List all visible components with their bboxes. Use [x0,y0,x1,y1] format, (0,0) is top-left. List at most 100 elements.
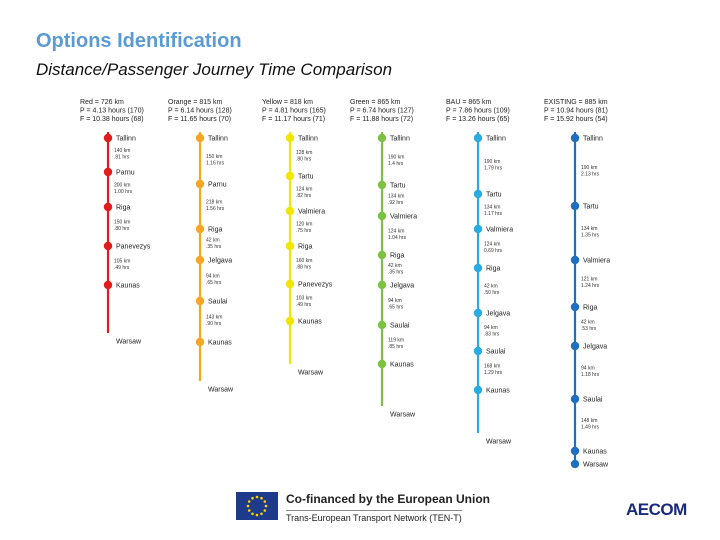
station-label-kaunas: Kaunas [116,283,140,290]
station-node-panevezys [103,241,113,251]
station-node-tartu [473,189,483,199]
station-label-valmiera: Valmiera [298,209,325,216]
station-node-kaunas [570,446,580,456]
station-node-parnu [103,167,113,177]
station-label-parnu: Parnu [116,170,135,177]
station-node-panevezys [285,279,295,289]
station-label-saulai: Saulai [208,299,228,306]
segment-label: 143 km [206,315,222,321]
segment-label: 134 km [484,205,500,211]
station-label-riga: Riga [390,253,405,260]
segment-label: 190 km [388,155,404,161]
segment-label: .35 hrs [388,270,404,276]
station-label-kaunas: Kaunas [583,449,607,456]
station-label-saulai: Saulai [486,349,506,356]
station-node-riga [195,224,205,234]
station-label-warsaw: Warsaw [390,412,416,419]
segment-label: 218 km [206,200,222,206]
segment-label: 42 km [206,238,220,244]
segment-label: 42 km [484,284,498,290]
route-header-line: F = 13.26 hours (65) [446,116,510,123]
station-label-valmiera: Valmiera [390,214,417,221]
segment-label: .82 hrs [296,193,312,199]
station-node-kaunas [285,316,295,326]
segment-label: 124 km [484,242,500,248]
station-node-tallinn [195,133,205,143]
station-node-riga [103,202,113,212]
station-label-kaunas: Kaunas [298,319,322,326]
segment-label: 94 km [484,325,498,331]
station-node-tallinn [285,133,295,143]
station-label-tartu: Tartu [390,183,406,190]
segment-label: 1.49 hrs [581,425,600,431]
segment-label: 1.17 hrs [484,211,503,217]
segment-label: 190 km [484,159,500,165]
segment-label: .75 hrs [296,228,312,234]
station-label-riga: Riga [583,305,598,312]
station-label-tallinn: Tallinn [116,136,136,143]
page-subtitle: Distance/Passenger Journey Time Comparis… [36,60,393,79]
station-node-kaunas [377,359,387,369]
station-label-warsaw: Warsaw [298,370,324,377]
segment-label: 168 km [484,364,500,370]
station-node-kaunas [195,337,205,347]
segment-label: 94 km [581,366,595,372]
route-header-line: P = 4.81 hours (165) [262,108,326,115]
eu-cofinance-text: Co-financed by the European Union [286,492,491,506]
station-node-kaunas [103,280,113,290]
station-label-tallinn: Tallinn [486,136,506,143]
segment-label: 134 km [581,226,597,232]
station-label-saulai: Saulai [583,397,603,404]
station-node-kaunas [473,385,483,395]
segment-label: 150 km [114,220,130,226]
station-node-tallinn [103,133,113,143]
station-node-valmiera [473,224,483,234]
station-label-riga: Riga [208,227,223,234]
segment-label: 121 km [581,277,597,283]
segment-label: .49 hrs [296,302,312,308]
segment-label: 1.56 hrs [206,206,225,212]
route-header-line: F = 11.88 hours (72) [350,116,413,123]
segment-label: 190 km [581,165,597,171]
segment-label: 1.79 hrs [484,166,503,172]
station-node-valmiera [377,211,387,221]
route-header-line: P = 6.14 hours (128) [168,108,232,115]
station-label-kaunas: Kaunas [486,388,510,395]
segment-label: 119 km [388,338,404,344]
segment-label: .50 hrs [484,290,500,296]
segment-label: 0.69 hrs [484,248,503,254]
segment-label: .80 hrs [114,226,130,232]
segment-label: .65 hrs [206,280,222,286]
route-header-line: Green = 865 km [350,99,401,106]
eu-cofinance-banner: Co-financed by the European Union Trans-… [236,490,490,524]
segment-label: 1.35 hrs [581,233,600,239]
station-label-warsaw: Warsaw [116,339,142,346]
segment-label: 134 km [388,194,404,200]
station-node-tallinn [377,133,387,143]
station-node-riga [570,302,580,312]
segment-label: 120 km [296,222,312,228]
station-label-tartu: Tartu [486,192,502,199]
aecom-logo: AECOM [626,500,687,519]
segment-label: .83 hrs [484,332,500,338]
station-label-tallinn: Tallinn [208,136,228,143]
route-0: Red = 726 km P = 4.13 hours (170)F = 10.3… [80,99,151,346]
station-node-tartu [377,180,387,190]
station-label-riga: Riga [486,266,501,273]
segment-label: 1.4 hrs [388,161,404,167]
segment-label: .35 hrs [206,244,222,250]
station-label-kaunas: Kaunas [390,362,414,369]
station-label-tartu: Tartu [583,204,599,211]
station-node-tartu [570,201,580,211]
route-header-line: EXISTING = 885 km [544,99,608,106]
station-node-valmiera [570,255,580,265]
route-header-line: P = 10.94 hours (81) [544,108,608,115]
segment-label: 1.24 hrs [581,283,600,289]
route-header-line: Orange = 815 km [168,99,222,106]
segment-label: 42 km [388,263,402,269]
segment-label: 1.04 hrs [388,235,407,241]
segment-label: .88 hrs [296,265,312,271]
route-header-line: Red = 726 km [80,99,124,106]
route-2: Yellow = 818 km P = 4.81 hours (165)F = 1… [262,99,333,377]
